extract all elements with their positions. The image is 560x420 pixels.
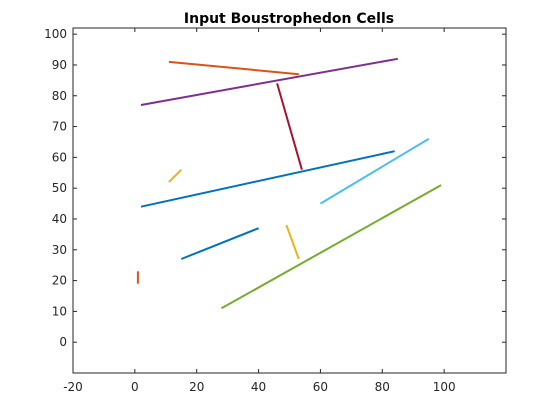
x-tick-label: 60 (313, 380, 328, 394)
segment-1 (168, 60, 299, 76)
segment-2 (140, 57, 398, 106)
segment-3 (276, 83, 303, 170)
segment-6 (168, 168, 183, 183)
x-tick-label: 0 (131, 380, 139, 394)
y-tick-label: 0 (59, 335, 67, 349)
x-tick-label: -20 (63, 380, 83, 394)
y-tick-label: 60 (52, 150, 67, 164)
chart-title: Input Boustrophedon Cells (184, 11, 394, 27)
y-tick-label: 50 (52, 181, 67, 195)
y-tick-label: 70 (52, 120, 67, 134)
y-tick-label: 30 (52, 243, 67, 257)
y-tick-label: 10 (52, 304, 67, 318)
plot-box (72, 27, 507, 374)
segment-7 (180, 227, 259, 260)
x-tick-label: 100 (433, 380, 456, 394)
x-tick-label: 80 (375, 380, 390, 394)
y-tick-label: 100 (44, 27, 67, 41)
x-tick-label: 40 (251, 380, 266, 394)
x-tick-label: 20 (189, 380, 204, 394)
y-tick-label: 40 (52, 212, 67, 226)
segment-5 (319, 138, 430, 205)
segments-layer (136, 57, 442, 310)
ticks-layer: -20 0 20 40 60 80 100 0 10 20 30 40 50 60 70 80 90 100 (44, 27, 506, 394)
y-tick-label: 90 (52, 58, 67, 72)
segment-4 (140, 150, 395, 208)
segment-9 (221, 184, 442, 310)
segment-8 (285, 224, 300, 260)
y-tick-label: 20 (52, 274, 67, 288)
y-tick-label: 80 (52, 89, 67, 103)
